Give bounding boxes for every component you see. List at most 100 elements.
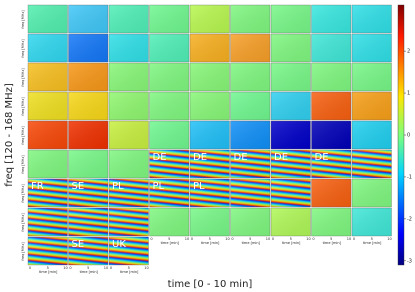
colorbar-tick-label: 1: [407, 91, 410, 97]
panel-x-label: time [min]: [39, 270, 58, 274]
panel-shade: [27, 120, 68, 150]
panel-x-tick-label: 10: [63, 266, 67, 270]
panel-shade: [68, 91, 109, 121]
panel-label: PL: [193, 181, 205, 192]
x-axis-label: time [0 - 10 min]: [168, 279, 253, 290]
panel-x-tick-label: 5: [249, 237, 251, 241]
panel-x-label: time [min]: [120, 270, 139, 274]
panel-shade: [68, 33, 109, 63]
panel-x-tick-label: 0: [272, 237, 274, 241]
panel-label: DE: [315, 152, 329, 163]
panel-x-tick-label: 0: [191, 237, 193, 241]
panel-shade: [230, 149, 271, 179]
panel-shade: [230, 62, 271, 92]
panel-shade: [230, 4, 271, 34]
panel-x-tick-label: 5: [47, 266, 49, 270]
panel-shade: [68, 178, 109, 208]
panel-label: PL: [153, 181, 165, 192]
panel-shade: [270, 178, 311, 208]
panel-shade: [351, 120, 392, 150]
panel-x-tick-label: 0: [150, 237, 152, 241]
panel-shade: [189, 62, 230, 92]
panel-x-label: time [min]: [242, 241, 261, 245]
panel-y-label: freq [MHz]: [21, 242, 25, 261]
panel-x-tick-label: 10: [104, 266, 108, 270]
panel-y-label: freq [MHz]: [21, 126, 25, 145]
panel-shade: [351, 207, 392, 237]
panel-x-label: time [min]: [80, 270, 99, 274]
panel-y-label: freq [MHz]: [21, 155, 25, 174]
panel-label: PL: [112, 181, 124, 192]
colorbar-tick-label: 0: [407, 133, 410, 139]
panel-label: FR: [31, 181, 44, 192]
panel-x-tick-label: 10: [306, 237, 310, 241]
panel-x-label: time [min]: [282, 241, 301, 245]
panel-x-tick-label: 10: [387, 237, 391, 241]
panel-x-tick-label: 10: [347, 237, 351, 241]
panel-y-label: freq [MHz]: [21, 68, 25, 87]
panel-shade: [27, 178, 68, 208]
panel-y-label: freq [MHz]: [21, 213, 25, 232]
panel-shade: [270, 91, 311, 121]
panel-shade: [149, 120, 190, 150]
panel-shade: [149, 178, 190, 208]
panel-shade: [189, 149, 230, 179]
panel-x-tick-label: 10: [185, 237, 189, 241]
panel-shade: [149, 33, 190, 63]
panel-x-tick-label: 10: [225, 237, 229, 241]
panel-label: UK: [112, 239, 126, 250]
panel-shade: [311, 178, 352, 208]
panel-shade: [351, 33, 392, 63]
panel-shade: [27, 149, 68, 179]
panel-shade: [189, 207, 230, 237]
panel-label: DE: [193, 152, 207, 163]
panel-shade: [149, 149, 190, 179]
panel-shade: [108, 33, 149, 63]
panel-shade: [270, 62, 311, 92]
panel-shade: [149, 4, 190, 34]
panel-x-tick-label: 10: [144, 266, 148, 270]
colorbar: [397, 4, 405, 266]
panel-shade: [68, 120, 109, 150]
panel-x-tick-label: 5: [371, 237, 373, 241]
panel-shade: [68, 62, 109, 92]
panel-label: DE: [153, 152, 167, 163]
panel-shade: [311, 91, 352, 121]
colorbar-tick-label: -1: [407, 174, 412, 180]
panel-shade: [189, 91, 230, 121]
panel-shade: [108, 62, 149, 92]
panel-shade: [189, 4, 230, 34]
panel-shade: [230, 33, 271, 63]
panel-x-label: time [min]: [323, 241, 342, 245]
panel-y-label: freq [MHz]: [21, 39, 25, 58]
panel-x-tick-label: 0: [353, 237, 355, 241]
panel-shade: [230, 207, 271, 237]
panel-shade: [351, 62, 392, 92]
panel-shade: [311, 207, 352, 237]
panel-x-tick-label: 5: [168, 237, 170, 241]
panel-shade: [108, 207, 149, 237]
colorbar-tick-label: 2: [407, 49, 410, 55]
panel-label: SE: [72, 239, 85, 250]
panel-shade: [27, 33, 68, 63]
panel-x-tick-label: 10: [266, 237, 270, 241]
panel-shade: [27, 236, 68, 266]
panel-x-label: time [min]: [363, 241, 382, 245]
panel-shade: [189, 120, 230, 150]
panel-x-tick-label: 0: [69, 266, 71, 270]
panel-shade: [311, 120, 352, 150]
y-axis-label: freq [120 - 168 MHz]: [4, 83, 15, 187]
panel-shade: [311, 4, 352, 34]
panel-label: DE: [274, 152, 288, 163]
panel-shade: [27, 4, 68, 34]
panel-x-tick-label: 0: [231, 237, 233, 241]
panel-x-tick-label: 0: [110, 266, 112, 270]
panel-shade: [27, 62, 68, 92]
panel-x-label: time [min]: [201, 241, 220, 245]
panel-shade: [230, 178, 271, 208]
panel-y-label: freq [MHz]: [21, 97, 25, 116]
panel-shade: [230, 120, 271, 150]
panel-x-tick-label: 5: [128, 266, 130, 270]
panel-shade: [108, 149, 149, 179]
panel-x-tick-label: 0: [312, 237, 314, 241]
